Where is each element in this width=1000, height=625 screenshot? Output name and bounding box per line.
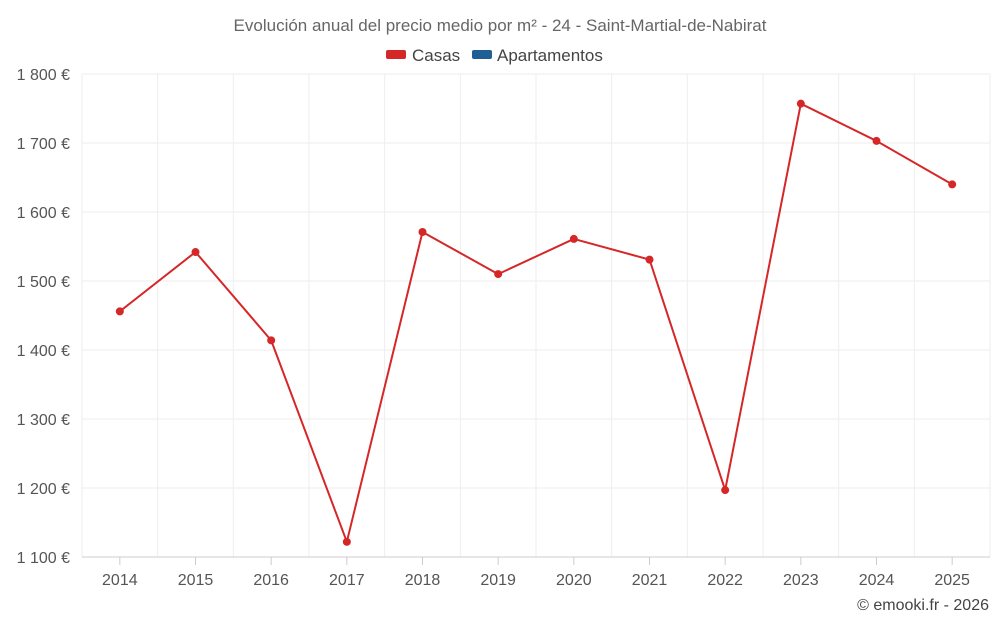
y-tick-label: 1 600 € [17,205,70,222]
y-tick-label: 1 300 € [17,412,70,429]
data-point-2021[interactable] [645,255,654,264]
x-tick-label: 2018 [405,572,441,589]
y-tick-label: 1 700 € [17,136,70,153]
legend-swatch-apartamentos [472,50,492,59]
legend-label-apartamentos: Apartamentos [497,46,603,65]
data-point-2025[interactable] [948,180,957,189]
legend-item-apartamentos[interactable]: Apartamentos [472,46,603,65]
legend-swatch-casas [386,50,406,59]
legend: Casas Apartamentos [386,46,603,65]
axes: 1 100 € 1 200 € 1 300 € 1 400 € 1 500 € 1 600… [17,67,990,589]
data-point-2017[interactable] [342,537,351,546]
x-tick-label: 2025 [934,572,970,589]
data-point-2015[interactable] [191,248,200,257]
x-tick-label: 2015 [178,572,214,589]
y-tick-label: 1 500 € [17,274,70,291]
y-tick-label: 1 400 € [17,343,70,360]
data-point-2024[interactable] [872,136,881,145]
x-tick-label: 2017 [329,572,365,589]
x-tick-label: 2020 [556,572,592,589]
x-tick-label: 2021 [632,572,668,589]
x-tick-label: 2022 [707,572,743,589]
data-point-2016[interactable] [267,336,276,345]
y-tick-label: 1 200 € [17,481,70,498]
data-point-2020[interactable] [569,234,578,243]
data-point-2014[interactable] [115,307,124,316]
legend-label-casas: Casas [412,46,460,65]
data-point-2023[interactable] [796,99,805,108]
series [115,99,957,546]
series-line-casas [119,102,953,543]
x-tick-label: 2014 [102,572,138,589]
x-tick-label: 2024 [859,572,895,589]
y-tick-label: 1 800 € [17,67,70,84]
x-tick-label: 2023 [783,572,819,589]
legend-item-casas[interactable]: Casas [386,46,460,65]
chart-title: Evolución anual del precio medio por m² … [234,16,767,35]
x-tick-label: 2016 [253,572,289,589]
x-tick-label: 2019 [480,572,516,589]
grid [81,73,991,557]
data-point-2022[interactable] [721,486,730,495]
y-tick-label: 1 100 € [17,550,70,567]
credit-text: © emooki.fr - 2026 [857,597,989,614]
data-point-2019[interactable] [494,270,503,279]
data-point-2018[interactable] [418,228,427,237]
